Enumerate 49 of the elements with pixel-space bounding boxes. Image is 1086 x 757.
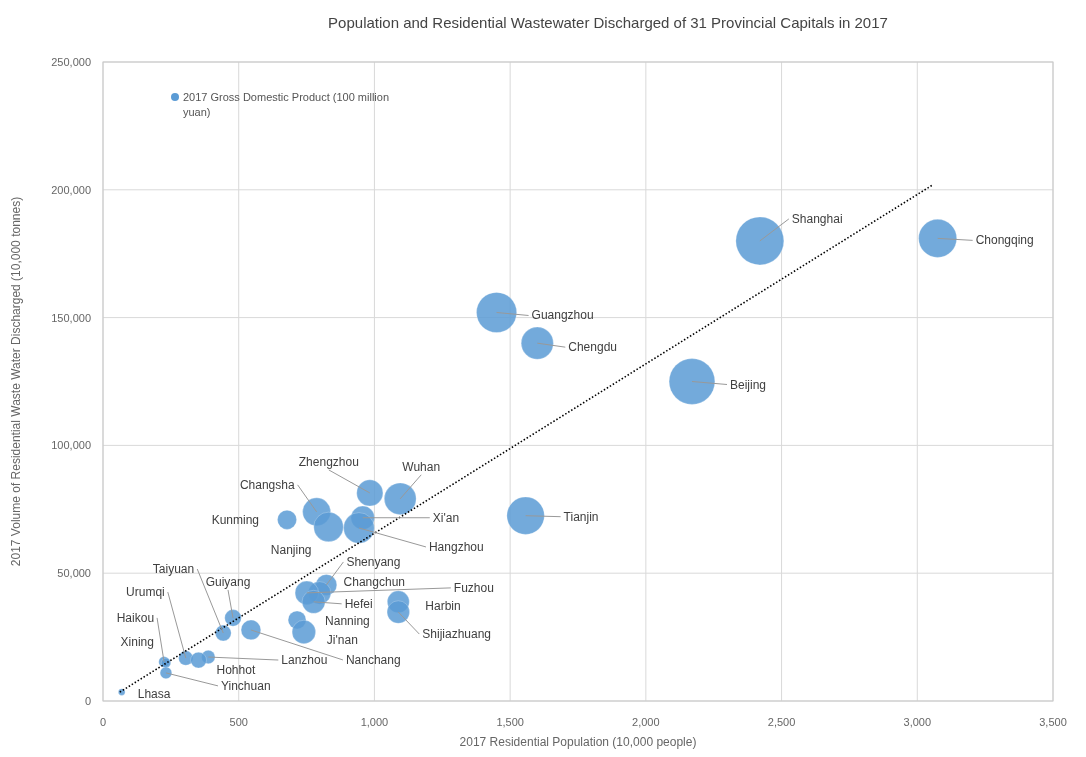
annotation: Zhengzhou bbox=[298, 454, 359, 469]
annotation: Hefei bbox=[344, 596, 373, 611]
annotation: Nanning bbox=[325, 613, 370, 628]
y-tick-label: 150,000 bbox=[51, 311, 91, 324]
y-tick-label: 50,000 bbox=[57, 567, 91, 580]
annotation: Urumqi bbox=[126, 585, 165, 600]
annotation: Guiyang bbox=[205, 574, 251, 589]
y-tick-label: 200,000 bbox=[51, 183, 91, 196]
annotation: Nanchang bbox=[345, 652, 401, 667]
x-tick-label: 3,000 bbox=[903, 716, 932, 728]
x-tick-label: 500 bbox=[229, 716, 248, 728]
x-tick-label: 0 bbox=[99, 716, 107, 728]
annotation: Guangzhou bbox=[531, 308, 594, 323]
annotation: Fuzhou bbox=[453, 580, 494, 595]
annotation: Lhasa bbox=[137, 687, 171, 702]
x-tick-label: 1,500 bbox=[496, 716, 524, 728]
annotation: Xi'an bbox=[432, 510, 460, 525]
y-tick-label: 250,000 bbox=[51, 56, 91, 68]
annotation: Chongqing bbox=[975, 233, 1034, 248]
x-tick-label: 2,500 bbox=[767, 716, 796, 728]
x-axis-title: 2017 Residential Population (10,000 people) bbox=[459, 735, 697, 749]
annotation: Tianjin bbox=[563, 509, 599, 524]
x-tick-label: 3,500 bbox=[1039, 716, 1067, 728]
annotation: Changchun bbox=[343, 574, 405, 589]
annotation: Harbin bbox=[425, 598, 461, 613]
annotation: Kunming bbox=[211, 512, 260, 527]
x-tick-label: 2,000 bbox=[632, 716, 660, 728]
annotation: Wuhan bbox=[402, 459, 441, 474]
annotation: Yinchuan bbox=[220, 678, 271, 693]
chart-title: Population and Residential Wastewater Discharged of 31 Provincial Capitals in 2017 bbox=[328, 14, 888, 31]
annotation: Hangzhou bbox=[428, 539, 484, 554]
annotation: Ji'nan bbox=[326, 632, 358, 647]
legend-label: 2017 Gross Domestic Product (100 million yuan) bbox=[183, 91, 390, 118]
annotation: Haikou bbox=[116, 610, 155, 625]
y-tick-label: 0 bbox=[84, 695, 91, 707]
annotation: Taiyuan bbox=[152, 562, 195, 577]
annotation: Shanghai bbox=[791, 211, 843, 226]
annotation: Chengdu bbox=[568, 340, 617, 355]
y-axis-title: 2017 Volume of Residential Waste Water Discharged (10,000 tonnes) bbox=[9, 196, 23, 567]
annotation: Xining bbox=[120, 634, 154, 649]
annotation: Hohhot bbox=[216, 663, 256, 678]
annotation: Nanjing bbox=[270, 542, 312, 557]
y-tick-label: 100,000 bbox=[51, 439, 91, 452]
annotation: Shenyang bbox=[346, 554, 401, 569]
annotation: Changsha bbox=[239, 477, 295, 492]
annotation: Lanzhou bbox=[281, 653, 328, 668]
annotation: Shijiazhuang bbox=[422, 627, 492, 642]
x-tick-label: 1,000 bbox=[360, 716, 389, 728]
annotation: Beijing bbox=[730, 377, 767, 392]
